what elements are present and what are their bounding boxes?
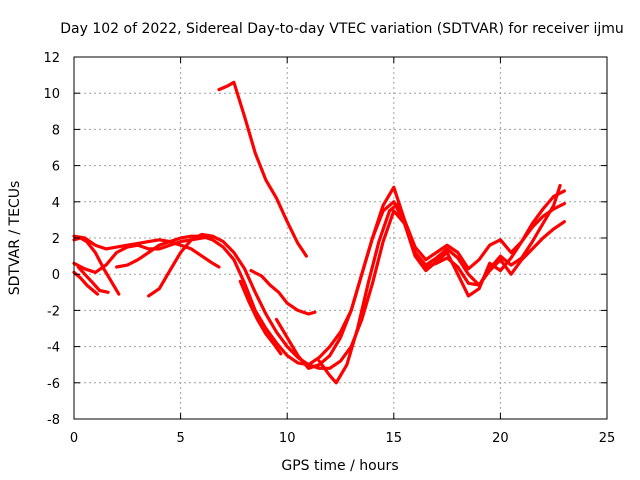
series-track-11 xyxy=(274,185,566,370)
y-tick-label: -8 xyxy=(47,413,60,428)
series-track-8 xyxy=(217,80,308,258)
y-tick-label: 6 xyxy=(52,160,60,175)
x-tick-label: 5 xyxy=(176,431,184,446)
y-tick-label: 0 xyxy=(52,268,60,283)
grid xyxy=(74,57,607,419)
y-tick-label: -6 xyxy=(47,377,60,392)
x-tick-label: 25 xyxy=(599,431,616,446)
series-track-9 xyxy=(249,269,317,316)
y-tick-label: 10 xyxy=(43,87,60,102)
y-tick-label: 4 xyxy=(52,196,60,211)
series-group xyxy=(72,80,566,385)
series-track-3 xyxy=(76,265,110,294)
x-tick-label: 15 xyxy=(386,431,403,446)
series-track-10 xyxy=(238,279,283,356)
x-tick-label: 10 xyxy=(279,431,296,446)
chart-title: Day 102 of 2022, Sidereal Day-to-day VTE… xyxy=(60,21,624,37)
y-tick-label: 12 xyxy=(43,51,60,66)
x-tick-label: 0 xyxy=(70,431,78,446)
series-track-5 xyxy=(72,234,221,269)
series-track-12 xyxy=(317,183,562,385)
axis-ticks: 0 5 10 15 20 25 -8 -6 -4 -2 0 2 4 6 8 10 12 xyxy=(43,51,615,446)
y-tick-label: -4 xyxy=(47,341,60,356)
y-tick-label: 8 xyxy=(52,123,60,138)
y-axis-label: SDTVAR / TECUs xyxy=(7,181,23,296)
x-axis-label: GPS time / hours xyxy=(281,458,398,474)
series-track-7 xyxy=(147,202,566,370)
series-track-4 xyxy=(72,270,100,296)
x-tick-label: 20 xyxy=(492,431,509,446)
y-tick-label: -2 xyxy=(47,304,60,319)
y-tick-label: 2 xyxy=(52,232,60,247)
